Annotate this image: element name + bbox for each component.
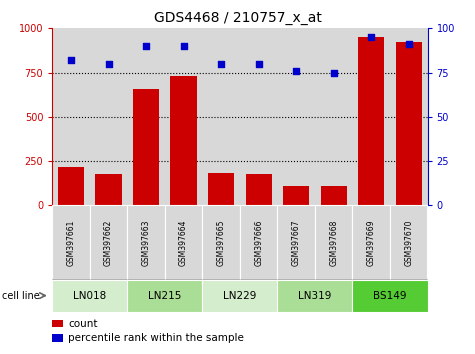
Text: GSM397666: GSM397666 <box>254 219 263 266</box>
Bar <box>277 280 352 312</box>
Text: BS149: BS149 <box>373 291 407 301</box>
Bar <box>52 334 63 342</box>
Point <box>368 34 375 40</box>
Bar <box>127 280 202 312</box>
Bar <box>58 167 84 205</box>
Text: GSM397669: GSM397669 <box>367 219 376 266</box>
Point <box>67 57 75 63</box>
Point <box>255 61 262 67</box>
Text: GSM397664: GSM397664 <box>179 219 188 266</box>
Bar <box>52 205 90 280</box>
Text: GDS4468 / 210757_x_at: GDS4468 / 210757_x_at <box>153 11 322 25</box>
Text: LN215: LN215 <box>148 291 181 301</box>
Bar <box>246 175 272 205</box>
Text: GSM397665: GSM397665 <box>217 219 226 266</box>
Text: GSM397667: GSM397667 <box>292 219 301 266</box>
Bar <box>127 205 165 280</box>
Text: LN319: LN319 <box>298 291 332 301</box>
Bar <box>95 175 122 205</box>
Bar <box>352 205 390 280</box>
Bar <box>202 280 277 312</box>
Bar <box>165 205 202 280</box>
Bar <box>390 205 428 280</box>
Text: GSM397670: GSM397670 <box>404 219 413 266</box>
Text: GSM397663: GSM397663 <box>142 219 151 266</box>
Bar <box>358 37 384 205</box>
Bar <box>396 42 422 205</box>
Bar <box>90 205 127 280</box>
Bar <box>321 186 347 205</box>
Text: GSM397662: GSM397662 <box>104 219 113 266</box>
Text: count: count <box>68 319 98 329</box>
Text: percentile rank within the sample: percentile rank within the sample <box>68 333 244 343</box>
Text: GSM397668: GSM397668 <box>329 219 338 266</box>
Bar <box>133 88 159 205</box>
Bar <box>240 205 277 280</box>
Bar <box>277 205 315 280</box>
Bar <box>202 205 240 280</box>
Text: GSM397661: GSM397661 <box>66 219 76 266</box>
Bar <box>171 76 197 205</box>
Point <box>104 61 112 67</box>
Bar <box>315 205 352 280</box>
Point <box>292 68 300 74</box>
Bar <box>52 280 127 312</box>
Bar <box>352 280 428 312</box>
Text: LN229: LN229 <box>223 291 256 301</box>
Point <box>405 41 412 47</box>
Point <box>142 43 150 49</box>
Point <box>218 61 225 67</box>
Bar <box>283 186 309 205</box>
Point <box>330 70 337 75</box>
Bar <box>52 320 63 327</box>
Text: cell line: cell line <box>2 291 40 301</box>
Text: LN018: LN018 <box>73 291 106 301</box>
Bar <box>208 173 234 205</box>
Point <box>180 43 187 49</box>
